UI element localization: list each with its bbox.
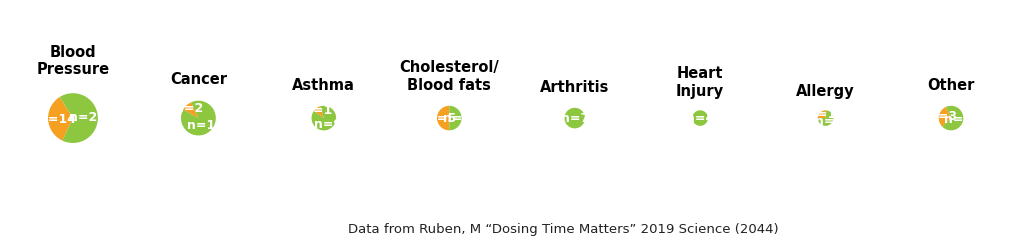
- Wedge shape: [314, 106, 324, 118]
- Text: n=7: n=7: [560, 112, 589, 125]
- Wedge shape: [48, 97, 73, 141]
- Text: Arthritis: Arthritis: [540, 80, 609, 95]
- Wedge shape: [942, 106, 964, 130]
- Text: Other: Other: [928, 78, 975, 93]
- Text: Data from Ruben, M “Dosing Time Matters” 2019 Science (2044): Data from Ruben, M “Dosing Time Matters”…: [348, 223, 778, 236]
- Wedge shape: [181, 101, 216, 136]
- Wedge shape: [59, 93, 98, 143]
- Text: Asthma: Asthma: [293, 78, 355, 93]
- Text: n=7: n=7: [944, 113, 973, 126]
- Wedge shape: [818, 110, 825, 118]
- Text: n=9: n=9: [314, 118, 342, 131]
- Text: Cancer: Cancer: [170, 72, 227, 87]
- Text: n=4: n=4: [686, 112, 715, 125]
- Text: n=27: n=27: [70, 111, 106, 124]
- Wedge shape: [437, 106, 450, 130]
- Text: n=3: n=3: [930, 110, 957, 123]
- Wedge shape: [450, 106, 462, 130]
- Text: Cholesterol/
Blood fats: Cholesterol/ Blood fats: [399, 61, 499, 93]
- Wedge shape: [818, 110, 834, 126]
- Text: n=1: n=1: [304, 104, 333, 117]
- Text: n=3: n=3: [815, 115, 843, 128]
- Text: Allergy: Allergy: [797, 84, 855, 98]
- Text: Heart
Injury: Heart Injury: [676, 66, 724, 98]
- Wedge shape: [564, 108, 585, 128]
- Text: n=1: n=1: [808, 108, 837, 121]
- Text: n=5: n=5: [442, 112, 471, 124]
- Wedge shape: [692, 110, 708, 126]
- Text: n=2: n=2: [175, 102, 204, 115]
- Wedge shape: [939, 107, 951, 126]
- Text: n=18: n=18: [187, 119, 224, 132]
- Text: n=14: n=14: [39, 112, 76, 125]
- Text: n=5: n=5: [428, 112, 456, 124]
- Text: Blood
Pressure: Blood Pressure: [37, 45, 110, 77]
- Wedge shape: [311, 106, 336, 130]
- Wedge shape: [183, 102, 199, 118]
